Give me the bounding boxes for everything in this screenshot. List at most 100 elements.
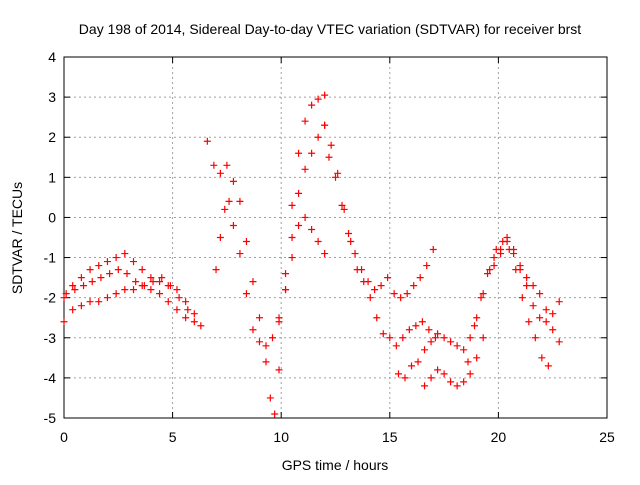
data-point: [301, 117, 309, 125]
data-point: [158, 274, 166, 282]
data-point: [544, 362, 552, 370]
data-point: [236, 197, 244, 205]
data-point: [95, 298, 103, 306]
data-point: [503, 238, 511, 246]
data-point: [423, 262, 431, 270]
data-point: [466, 334, 474, 342]
data-point: [327, 141, 335, 149]
data-point: [371, 286, 379, 294]
data-point: [397, 294, 405, 302]
data-point: [405, 326, 413, 334]
data-point: [77, 302, 85, 310]
y-tick-label: 1: [48, 169, 56, 185]
data-point: [269, 334, 277, 342]
data-point: [332, 173, 339, 181]
series-track-h: [325, 153, 437, 302]
data-point: [123, 270, 131, 278]
data-point: [314, 238, 322, 246]
data-point: [216, 234, 224, 241]
data-point: [401, 374, 409, 382]
data-point: [510, 250, 518, 258]
data-point: [308, 225, 316, 233]
data-point: [216, 169, 224, 177]
data-point: [523, 274, 531, 282]
data-point: [149, 278, 157, 286]
data-point: [262, 358, 270, 366]
data-point: [392, 342, 400, 350]
data-point: [460, 378, 468, 386]
data-point: [255, 338, 263, 346]
data-point: [345, 229, 353, 237]
data-point: [536, 314, 544, 322]
data-point: [210, 161, 218, 169]
series-track-a: [60, 250, 198, 318]
data-point: [549, 326, 557, 334]
x-tick-label: 20: [491, 429, 507, 445]
data-point: [555, 298, 563, 306]
data-point: [156, 290, 164, 298]
x-tick-label: 10: [273, 429, 289, 445]
series-track-b: [60, 282, 205, 330]
data-point: [166, 282, 174, 290]
data-point: [414, 358, 422, 366]
data-point: [190, 310, 198, 318]
data-point: [399, 334, 407, 342]
data-point: [464, 358, 472, 366]
data-point: [358, 266, 366, 274]
data-point: [288, 254, 296, 262]
data-point: [242, 238, 250, 246]
data-point: [486, 266, 494, 274]
data-point: [542, 318, 550, 326]
data-point: [529, 282, 537, 290]
data-point: [175, 294, 183, 302]
data-point: [473, 354, 481, 362]
data-point: [112, 290, 120, 298]
data-point: [249, 326, 257, 334]
y-tick-label: 3: [48, 89, 56, 105]
y-tick-label: -3: [44, 330, 57, 346]
data-point: [377, 282, 385, 290]
data-point: [182, 314, 190, 322]
data-point: [412, 322, 420, 330]
data-point: [425, 326, 433, 334]
x-tick-label: 5: [169, 429, 177, 445]
data-point: [366, 294, 374, 302]
data-point: [473, 314, 481, 322]
data-point: [453, 342, 461, 350]
data-point: [86, 298, 94, 306]
data-point: [410, 282, 418, 290]
data-point: [229, 221, 237, 229]
data-point: [225, 197, 233, 205]
series-track-j: [421, 238, 552, 370]
data-point: [555, 338, 563, 346]
x-tick-label: 15: [382, 429, 398, 445]
data-point: [466, 370, 474, 378]
y-tick-label: -4: [44, 370, 57, 386]
data-point: [542, 306, 550, 314]
data-point: [351, 250, 359, 258]
data-point: [60, 318, 68, 326]
data-point: [112, 254, 120, 262]
data-point: [266, 394, 274, 402]
data-point: [295, 189, 303, 197]
data-points: [60, 91, 563, 418]
data-point: [386, 334, 394, 342]
data-point: [460, 346, 468, 354]
data-point: [531, 334, 539, 342]
series-track-l: [490, 238, 563, 346]
data-point: [132, 278, 140, 286]
series-track-d: [203, 91, 329, 418]
data-point: [236, 250, 244, 258]
data-point: [71, 286, 79, 294]
data-point: [536, 290, 544, 298]
data-point: [479, 334, 487, 342]
data-point: [384, 274, 392, 282]
data-point: [403, 290, 411, 298]
data-point: [138, 266, 146, 274]
series-track-k: [464, 234, 563, 366]
data-point: [321, 250, 329, 258]
data-point: [130, 286, 138, 294]
series-track-e: [212, 121, 329, 350]
data-point: [242, 290, 250, 298]
data-point: [262, 342, 270, 350]
